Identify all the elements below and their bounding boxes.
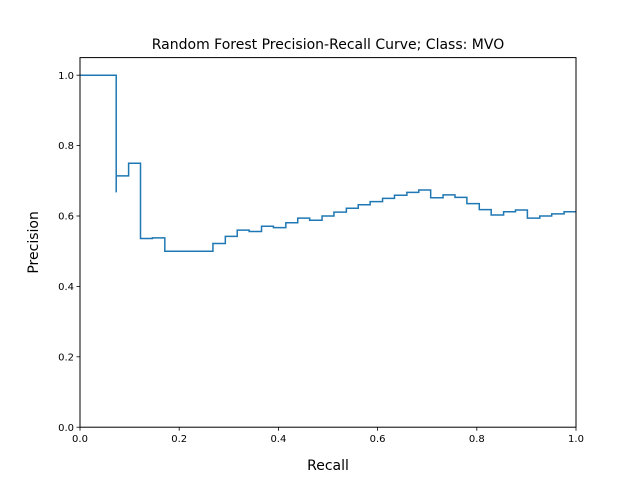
plot-area — [80, 74, 576, 252]
axis-ticks: 0.0 0.2 0.4 0.6 0.8 1.0 0.0 0.2 0.4 0.6 0.8 1.0 — [58, 71, 584, 445]
y-tick-label: 0.2 — [58, 352, 74, 363]
y-tick-label: 0.8 — [58, 141, 74, 152]
y-tick-label: 0.0 — [58, 423, 74, 434]
y-tick-label: 1.0 — [58, 71, 74, 82]
x-tick-label: 0.4 — [270, 434, 286, 445]
x-tick-label: 0.2 — [171, 434, 187, 445]
x-tick-label: 0.6 — [370, 434, 386, 445]
chart-title: Random Forest Precision-Recall Curve; Cl… — [152, 37, 504, 53]
axes-frame — [79, 57, 577, 428]
x-tick-label: 0.0 — [72, 434, 88, 445]
pr-curve-series-0 — [80, 74, 576, 252]
y-tick-label: 0.6 — [58, 212, 74, 223]
x-tick-label: 0.8 — [469, 434, 485, 445]
x-tick-label: 1.0 — [568, 434, 584, 445]
x-axis-label: Recall — [307, 458, 349, 474]
y-axis-label: Precision — [26, 211, 42, 273]
y-tick-label: 0.4 — [58, 282, 74, 293]
